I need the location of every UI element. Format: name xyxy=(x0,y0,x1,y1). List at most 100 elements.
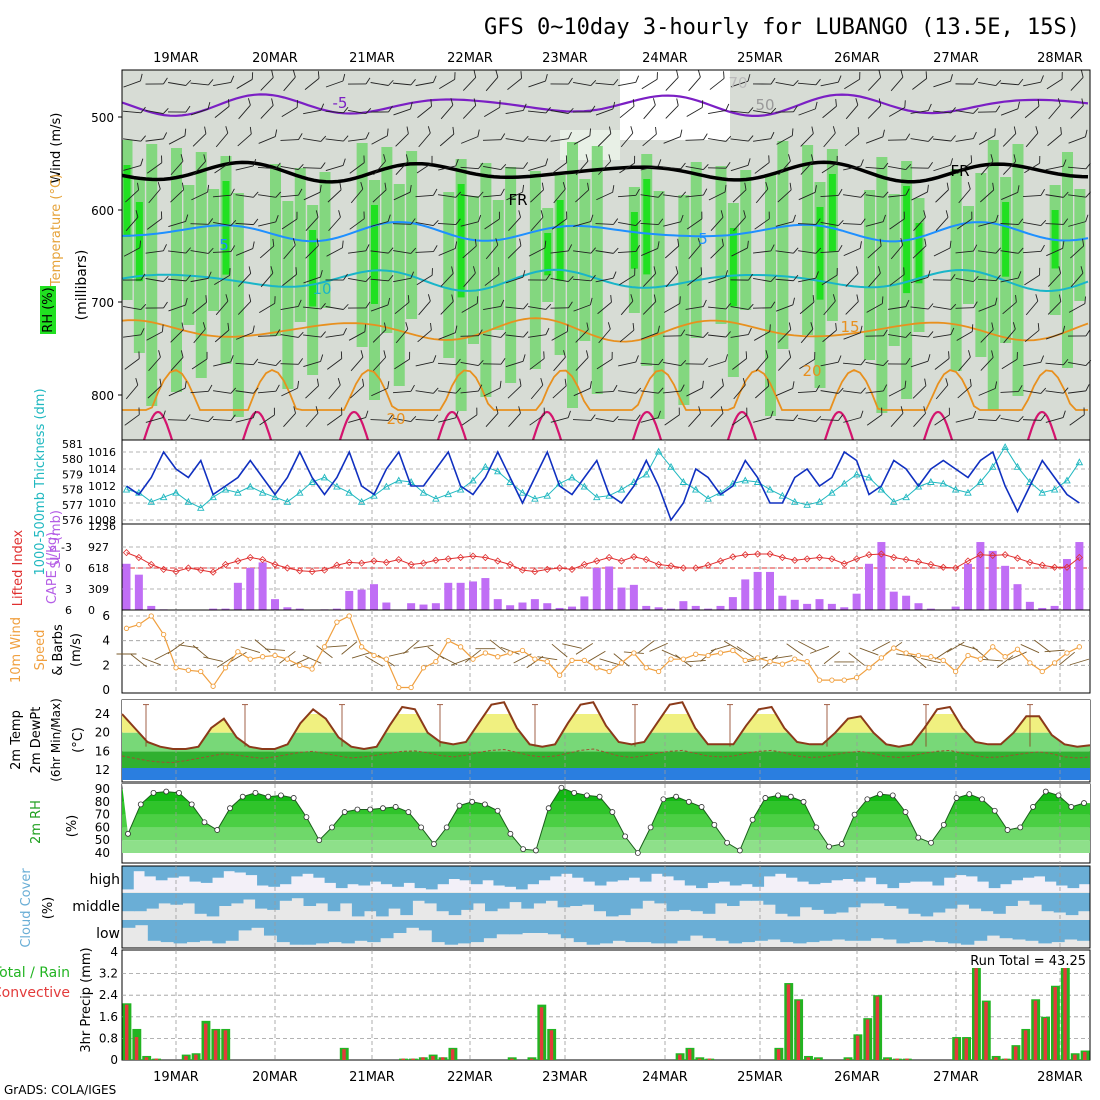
wind-barb-shaft xyxy=(1024,105,1040,119)
cloud-cell-middle xyxy=(581,893,595,905)
wind-speed-point xyxy=(1051,660,1058,666)
wind-speed-point xyxy=(482,650,489,656)
rh-moist-column xyxy=(294,168,306,322)
wind-barb-shaft xyxy=(822,329,837,343)
precip-convective-bar xyxy=(1053,987,1057,1060)
rh-point xyxy=(290,795,297,801)
wind-barb xyxy=(1068,384,1090,394)
cloud-cell-low xyxy=(922,920,936,941)
wind-barb-flag xyxy=(478,384,483,392)
wind-tick-label: 2 xyxy=(102,658,110,672)
cloud-cell-high xyxy=(347,866,359,885)
thickness-point xyxy=(271,493,279,501)
wind-speed-point xyxy=(272,652,278,659)
lifted-index-point xyxy=(160,565,168,573)
lifted-index-point xyxy=(655,560,663,569)
wind-speed-point xyxy=(878,655,885,661)
wind-barb xyxy=(283,406,296,427)
wind-barb-flag xyxy=(500,331,507,338)
wind-barb-flag xyxy=(163,132,168,140)
wind-10m-barb xyxy=(316,645,333,659)
wind-barb xyxy=(663,214,684,227)
wind-barb xyxy=(395,154,409,175)
rh-saturated-column xyxy=(544,233,552,276)
wind-barb-flag xyxy=(478,329,483,336)
wind-barb-shaft xyxy=(595,82,614,86)
wind-barb-flag xyxy=(410,271,415,279)
rh-moist-column xyxy=(406,151,418,319)
wind-barb-shaft xyxy=(327,189,342,203)
wind-barb-flag xyxy=(1058,294,1062,302)
wind-barb-shaft xyxy=(1024,329,1040,343)
wind-barb xyxy=(395,126,409,147)
cloud-cell-middle xyxy=(255,893,268,909)
wind-barb-flag xyxy=(230,245,236,252)
wind-barb xyxy=(280,188,303,198)
wind-10m-barb-shaft xyxy=(264,648,286,651)
rh-point xyxy=(367,806,374,813)
wind-barb-shaft xyxy=(843,247,861,257)
wind-barb-flag xyxy=(860,358,866,366)
wind-barb xyxy=(460,329,483,337)
wind-barb xyxy=(257,329,281,337)
rh-point xyxy=(953,795,960,801)
wind-barb xyxy=(348,244,370,254)
wind-barb-flag xyxy=(700,267,703,275)
wind-barb-shaft xyxy=(821,274,838,286)
cape-bar xyxy=(431,603,440,610)
wind-barb xyxy=(237,294,252,315)
wind-speed-point xyxy=(1027,660,1033,666)
wind-barb xyxy=(1000,101,1020,116)
wind-barb xyxy=(775,214,796,227)
wind-barb xyxy=(845,98,859,120)
thickness-point xyxy=(815,497,824,505)
cloud-cell-middle xyxy=(993,893,1006,914)
wind-barb xyxy=(572,274,596,282)
wind-10m-barb-shaft xyxy=(1058,651,1076,666)
wind-barb-shaft xyxy=(507,385,522,399)
wind-barb xyxy=(1000,78,1024,86)
wind-barb xyxy=(125,378,139,400)
wind-barb-flag xyxy=(1062,325,1066,334)
wind-barb-shaft xyxy=(820,194,839,198)
cape-bar xyxy=(914,603,923,610)
wind-barb-flag xyxy=(814,351,816,360)
wind-barb-flag xyxy=(315,210,319,218)
wind-barb-flag xyxy=(207,271,212,279)
wind-barb xyxy=(887,133,911,141)
wind-barb-shaft xyxy=(303,334,321,338)
wind-barb-shaft xyxy=(980,357,994,371)
wind-10m-barb xyxy=(921,657,941,664)
wind-barb xyxy=(618,387,642,394)
wind-barb-flag xyxy=(247,98,251,106)
wind-barb-shaft xyxy=(1045,332,1064,340)
wind-barb xyxy=(550,132,572,142)
cloud-cell-low xyxy=(302,920,317,945)
wind-barb-shaft xyxy=(618,361,636,367)
wind-barb-flag xyxy=(859,241,862,249)
wind-barb-shaft xyxy=(732,189,747,203)
wind-barb-shaft xyxy=(664,245,680,259)
wind-barb xyxy=(665,266,679,288)
wind-barb-shaft xyxy=(775,304,794,312)
wind-barb-shaft xyxy=(685,334,704,338)
thickness-point xyxy=(1038,488,1047,496)
precip-convective-bar xyxy=(144,1057,149,1060)
rh-point xyxy=(176,789,182,796)
wind-barb xyxy=(1045,358,1069,366)
wind-barb-shaft xyxy=(843,332,861,340)
wind-barb-shaft xyxy=(797,391,817,393)
rh-point xyxy=(418,824,425,831)
wind-barb-shaft xyxy=(191,358,208,370)
wind-barb-shaft xyxy=(328,216,341,232)
wind-barb-flag xyxy=(721,238,724,246)
wind-barb-shaft xyxy=(460,335,479,337)
cloud-cell-low xyxy=(470,920,484,943)
lifted-index-line xyxy=(126,552,1080,573)
wind-10m-barb xyxy=(772,655,793,660)
cloud-cell-middle xyxy=(860,893,873,904)
wind-barb-flag xyxy=(792,381,795,389)
wind-barb xyxy=(935,378,949,400)
lifted-index-point xyxy=(964,557,972,565)
rh-saturated-column xyxy=(1002,202,1010,277)
